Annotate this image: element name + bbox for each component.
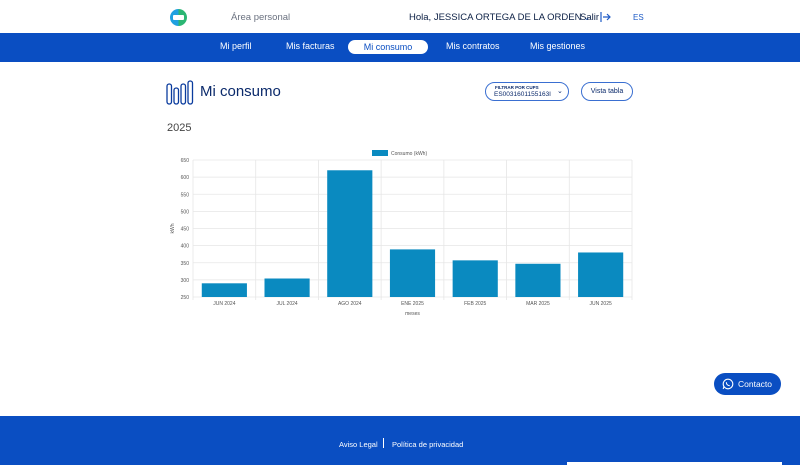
whatsapp-icon [722,378,734,390]
nav-item-mis-contratos[interactable]: Mis contratos [446,41,500,51]
x-tick-label: AGO 2024 [338,301,362,307]
y-axis-label: kWh [170,223,176,233]
y-tick-label: 450 [181,227,190,233]
y-tick-label: 300 [181,278,190,284]
language-selector[interactable]: ES [633,13,644,22]
y-tick-label: 550 [181,192,190,198]
x-tick-label: JUN 2025 [590,301,612,307]
greeting-text: Hola, JESSICA ORTEGA DE LA ORDEN [409,12,582,23]
footer-panel [567,462,782,465]
main-nav: Mi perfil Mis facturas Mi consumo Mis co… [0,33,800,62]
exit-arrow-icon[interactable] [599,11,611,23]
area-personal-label: Área personal [231,12,291,23]
x-tick-label: MAR 2025 [526,301,550,307]
chart-bar [327,170,373,297]
chart-bar [201,283,247,297]
chart-bar [578,252,624,297]
x-tick-label: ENE 2025 [401,301,424,307]
x-tick-label: FEB 2025 [464,301,486,307]
x-axis-label: meses [405,311,420,317]
bar-meter-icon [166,80,194,105]
footer-divider [383,438,384,448]
y-tick-label: 600 [181,175,190,181]
logout-link[interactable]: Salir [580,12,600,23]
chart-bar [389,249,436,297]
chart-bar [452,260,498,297]
user-greeting-menu[interactable]: Hola, JESSICA ORTEGA DE LA ORDEN ⌄ [409,12,590,23]
legend-swatch [372,150,388,156]
year-label: 2025 [167,122,192,134]
consumption-chart: 250 300 350 400 450 500 550 600 650 JUN 2024 JUL 2… [170,150,633,317]
nav-item-mi-perfil[interactable]: Mi perfil [220,41,252,51]
contact-button[interactable]: Contacto [714,373,781,395]
y-tick-label: 650 [181,158,190,164]
cups-filter-label: FILTRAR POR CUPS [495,85,539,90]
page-title: Mi consumo [200,83,281,100]
top-bar: Área personal Hola, JESSICA ORTEGA DE LA… [0,0,800,33]
chevron-down-icon: ⌄ [583,13,591,22]
footer-link-privacidad[interactable]: Política de privacidad [392,440,464,449]
y-tick-label: 250 [181,295,190,301]
contact-label: Contacto [738,379,773,389]
x-tick-label: JUL 2024 [276,301,297,307]
footer: Aviso Legal Política de privacidad [0,416,800,465]
chevron-down-icon: ⌄ [557,88,563,95]
brand-logo-icon[interactable] [170,9,187,26]
chart-bar [515,263,561,297]
chart-bar [264,278,310,297]
view-table-button[interactable]: Vista tabla [581,82,633,101]
y-tick-label: 350 [181,261,190,267]
x-tick-label: JUN 2024 [213,301,235,307]
y-tick-label: 400 [181,244,190,250]
nav-item-mi-consumo[interactable]: Mi consumo [348,40,428,54]
nav-item-mis-facturas[interactable]: Mis facturas [286,41,335,51]
y-tick-label: 500 [181,209,190,215]
footer-link-aviso-legal[interactable]: Aviso Legal [339,440,378,449]
nav-item-mis-gestiones[interactable]: Mis gestiones [530,41,586,51]
cups-filter-value: ES0031601155163I [494,91,551,98]
cups-filter-select[interactable]: FILTRAR POR CUPS ES0031601155163I ⌄ [485,82,569,101]
legend-label: Consumo (kWh) [391,151,427,157]
